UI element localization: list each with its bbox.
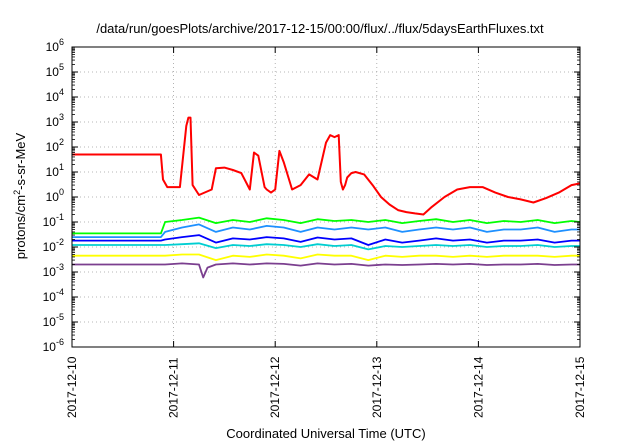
x-axis-label: Coordinated Universal Time (UTC)	[226, 426, 426, 441]
series-line-5	[72, 253, 580, 262]
y-tick-label: 10-3	[43, 262, 64, 279]
y-tick-label: 10-6	[43, 337, 64, 354]
y-tick-label: 10-2	[43, 237, 64, 254]
x-tick-label: 2017-12-11	[167, 357, 181, 418]
y-tick-label: 10-1	[43, 212, 64, 229]
x-tick-label: 2017-12-10	[65, 356, 79, 418]
series-line-0	[72, 116, 581, 216]
series-layer	[72, 116, 581, 279]
y-tick-label: 100	[46, 187, 64, 204]
series-line-6	[72, 262, 580, 279]
y-tick-label: 10-4	[43, 287, 64, 304]
chart-title: /data/run/goesPlots/archive/2017-12-15/0…	[96, 21, 544, 36]
x-tick-label: 2017-12-15	[573, 356, 587, 418]
y-tick-label: 102	[46, 137, 64, 154]
y-tick-label: 103	[46, 112, 64, 129]
x-tick-label: 2017-12-13	[370, 356, 384, 418]
series-line-4	[72, 242, 580, 251]
series-line-1	[72, 216, 581, 235]
y-tick-label: 101	[46, 162, 64, 179]
y-tick-label: 106	[46, 37, 64, 54]
y-tick-label: 105	[46, 62, 64, 79]
y-tick-label: 104	[46, 87, 64, 104]
x-tick-label: 2017-12-14	[471, 356, 485, 418]
series-line-3	[72, 234, 580, 246]
grid-layer	[72, 47, 580, 347]
series-line-2	[72, 223, 580, 239]
x-tick-label: 2017-12-12	[268, 356, 282, 418]
axis-layer: 2017-12-10 2017-12-11 2017-12-12 2017-12-13…	[43, 37, 587, 418]
y-tick-label: 10-5	[43, 312, 64, 329]
